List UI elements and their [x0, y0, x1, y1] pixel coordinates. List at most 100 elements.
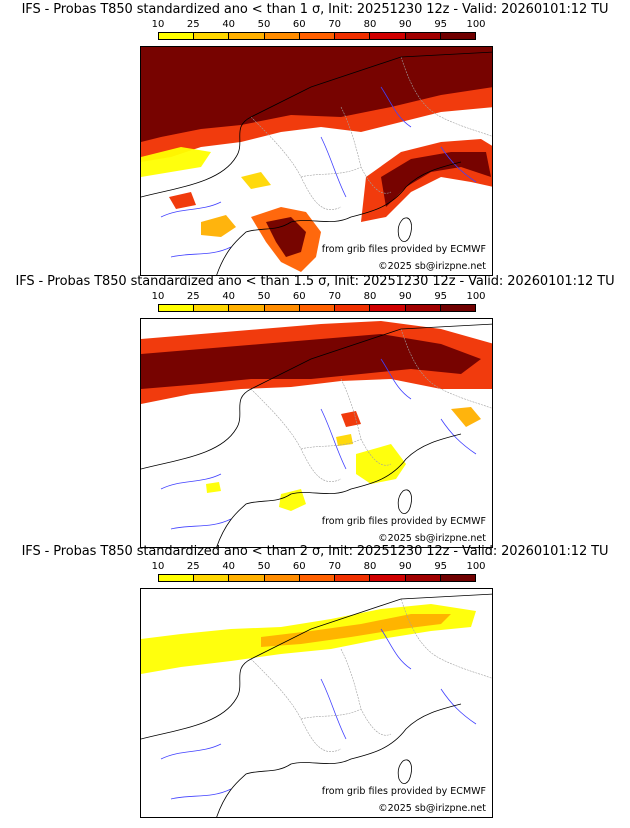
forecast-panel-1: IFS - Probas T850 standardized ano < tha…: [0, 0, 630, 276]
colorbar-tick-label: 100: [466, 561, 486, 572]
map-canvas: [141, 321, 492, 547]
colorbar-swatch: [229, 33, 265, 39]
colorbar-tick-label: 95: [434, 291, 448, 302]
colorbar-tick-label: 60: [292, 19, 306, 30]
colorbar-swatch: [229, 575, 265, 581]
colorbar-ticks: 10 25 40 50 60 70 80 90 95 100: [142, 561, 486, 573]
colorbar-tick-label: 60: [292, 561, 306, 572]
colorbar-tick-label: 10: [151, 291, 165, 302]
map-canvas: [141, 593, 492, 817]
colorbar-tick-label: 60: [292, 291, 306, 302]
colorbar-ticks: 10 25 40 50 60 70 80 90 95 100: [142, 291, 486, 303]
probability-area-alps-east: [381, 152, 491, 207]
probability-area-north-band: [261, 614, 451, 647]
region-borders: [250, 598, 492, 752]
colorbar-swatch: [440, 575, 475, 581]
colorbar: [158, 32, 476, 40]
colorbar-tick-label: 70: [328, 19, 342, 30]
colorbar-ticks: 10 25 40 50 60 70 80 90 95 100: [142, 19, 486, 31]
colorbar-swatch: [440, 305, 475, 311]
panel-title: IFS - Probas T850 standardized ano < tha…: [15, 274, 615, 289]
probability-area-north-band: [141, 334, 481, 389]
colorbar-swatch: [370, 305, 406, 311]
colorbar-swatch: [335, 575, 371, 581]
colorbar-tick-label: 50: [257, 19, 271, 30]
copyright-credit: ©2025 sb@irizpne.net: [376, 533, 488, 544]
probability-area-pyrenees: [279, 489, 306, 511]
colorbar-swatch: [264, 33, 300, 39]
colorbar-tick-label: 50: [257, 291, 271, 302]
colorbar-tick-label: 90: [398, 19, 412, 30]
map-canvas: [141, 47, 492, 275]
corsica-outline: [397, 759, 412, 784]
probability-map: from grib files provided by ECMWF ©2025 …: [140, 318, 493, 548]
panel-title: IFS - Probas T850 standardized ano < tha…: [21, 2, 609, 17]
colorbar-swatch: [299, 33, 336, 39]
probability-area-pyrenees: [201, 215, 236, 237]
river-lines: [160, 628, 477, 800]
corsica-outline: [397, 489, 412, 514]
probability-area-alps-east: [341, 411, 361, 427]
copyright-credit: ©2025 sb@irizpne.net: [376, 803, 488, 814]
coastline: [141, 323, 492, 547]
corsica-outline: [397, 217, 412, 242]
colorbar-tick-label: 80: [363, 291, 377, 302]
colorbar-tick-label: 90: [398, 561, 412, 572]
colorbar: [158, 574, 476, 582]
colorbar-swatch: [299, 575, 336, 581]
colorbar-swatch: [159, 33, 195, 39]
probability-map: from grib files provided by ECMWF ©2025 …: [140, 588, 493, 818]
colorbar-tick-label: 25: [186, 291, 200, 302]
colorbar-swatch: [159, 575, 195, 581]
colorbar-tick-label: 25: [186, 19, 200, 30]
colorbar-swatch: [159, 305, 195, 311]
coastline: [141, 51, 492, 275]
probability-area-pyrenees: [206, 482, 221, 493]
colorbar-swatch: [194, 305, 230, 311]
colorbar-swatch: [335, 305, 371, 311]
colorbar-tick-label: 100: [466, 291, 486, 302]
colorbar-swatch: [440, 33, 475, 39]
coastline: [141, 593, 492, 817]
colorbar-swatch: [405, 33, 441, 39]
probability-area-biscay: [141, 147, 211, 177]
colorbar-swatch: [264, 575, 300, 581]
colorbar-swatch: [405, 305, 441, 311]
colorbar-tick-label: 50: [257, 561, 271, 572]
probability-area-pyrenees: [169, 192, 196, 209]
colorbar-tick-label: 90: [398, 291, 412, 302]
probability-area-alps-east: [451, 407, 481, 427]
source-credit: from grib files provided by ECMWF: [319, 244, 488, 255]
colorbar-tick-label: 10: [151, 561, 165, 572]
probability-area-corsica: [336, 434, 353, 446]
colorbar-tick-label: 80: [363, 19, 377, 30]
colorbar-swatch: [194, 33, 230, 39]
colorbar-tick-label: 40: [222, 561, 236, 572]
colorbar-swatch: [264, 305, 300, 311]
colorbar: [158, 304, 476, 312]
colorbar-swatch: [194, 575, 230, 581]
colorbar-tick-label: 80: [363, 561, 377, 572]
colorbar-tick-label: 95: [434, 561, 448, 572]
colorbar-tick-label: 70: [328, 291, 342, 302]
probability-area-gulf-of-lion: [266, 217, 306, 257]
river-lines: [160, 86, 477, 258]
colorbar-swatch: [370, 33, 406, 39]
source-credit: from grib files provided by ECMWF: [319, 786, 488, 797]
colorbar-swatch: [299, 305, 336, 311]
source-credit: from grib files provided by ECMWF: [319, 516, 488, 527]
colorbar-swatch: [229, 305, 265, 311]
colorbar-tick-label: 95: [434, 19, 448, 30]
copyright-credit: ©2025 sb@irizpne.net: [376, 261, 488, 272]
forecast-panel-3: IFS - Probas T850 standardized ano < tha…: [0, 542, 630, 818]
colorbar-swatch: [370, 575, 406, 581]
colorbar-swatch: [405, 575, 441, 581]
forecast-panel-2: IFS - Probas T850 standardized ano < tha…: [0, 272, 630, 548]
colorbar-tick-label: 40: [222, 291, 236, 302]
colorbar-tick-label: 25: [186, 561, 200, 572]
colorbar-tick-label: 100: [466, 19, 486, 30]
colorbar-tick-label: 70: [328, 561, 342, 572]
river-lines: [160, 358, 477, 530]
probability-area-north-band: [141, 47, 492, 142]
probability-area-biscay: [241, 172, 271, 189]
